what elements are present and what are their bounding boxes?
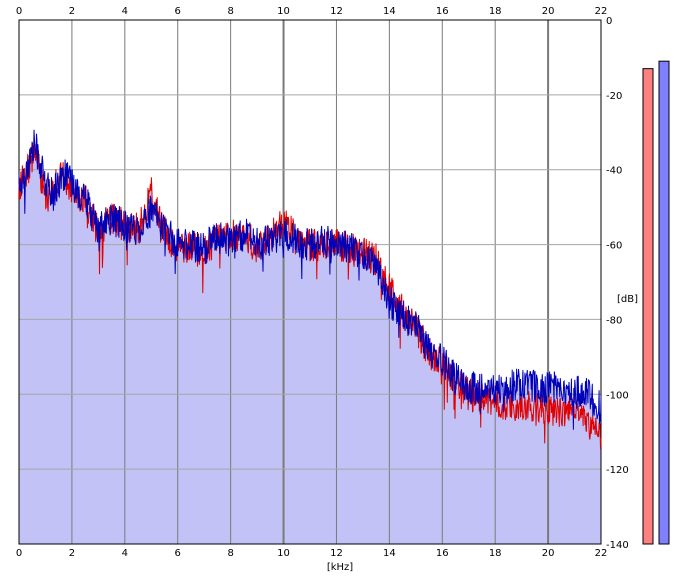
- x-tick-label-bottom: 4: [122, 548, 128, 559]
- level-meter-red: [642, 68, 654, 545]
- x-tick-label-bottom: 2: [69, 548, 75, 559]
- y-tick-label: -40: [606, 166, 622, 177]
- series-line-blue: [18, 129, 602, 430]
- x-tick-label-bottom: 18: [489, 548, 502, 559]
- x-tick-label-top: 0: [16, 6, 22, 17]
- level-meter-blue: [658, 60, 670, 545]
- level-meters: [642, 60, 670, 545]
- x-tick-label-bottom: 14: [383, 548, 396, 559]
- y-tick-label: -60: [606, 241, 622, 252]
- x-tick-label-bottom: 16: [436, 548, 449, 559]
- y-tick-label: 0: [606, 16, 612, 27]
- y-tick-label: -20: [606, 91, 622, 102]
- grid-layer: [18, 19, 602, 545]
- x-tick-label-bottom: 12: [330, 548, 343, 559]
- x-tick-labels-top: 0 2 4 6 8 10 12 14 16 18 20 22: [16, 6, 608, 17]
- y-tick-label: -120: [606, 465, 629, 476]
- y-axis-label: [dB]: [617, 294, 638, 305]
- x-axis-label: [kHz]: [327, 562, 353, 573]
- y-tick-label: -100: [606, 390, 629, 401]
- x-tick-label-top: 4: [122, 6, 128, 17]
- series-layer: [18, 129, 602, 450]
- y-tick-label: -140: [606, 540, 629, 551]
- x-tick-label-top: 10: [277, 6, 290, 17]
- x-tick-label-top: 6: [175, 6, 181, 17]
- x-tick-label-bottom: 10: [277, 548, 290, 559]
- x-tick-label-bottom: 6: [175, 548, 181, 559]
- x-tick-label-bottom: 22: [595, 548, 608, 559]
- x-tick-labels-bottom: 0 2 4 6 8 10 12 14 16 18 20 22: [16, 548, 608, 559]
- x-tick-label-top: 8: [227, 6, 233, 17]
- x-tick-label-bottom: 20: [542, 548, 555, 559]
- y-tick-label: -80: [606, 315, 622, 326]
- x-tick-label-bottom: 8: [227, 548, 233, 559]
- y-tick-labels: 0 -20 -40 -60 -80 -100 -120 -140: [606, 16, 629, 551]
- plot-border: [18, 19, 602, 545]
- x-tick-label-bottom: 0: [16, 548, 22, 559]
- x-tick-label-top: 20: [542, 6, 555, 17]
- x-tick-label-top: 16: [436, 6, 449, 17]
- x-tick-label-top: 12: [330, 6, 343, 17]
- x-tick-label-top: 2: [69, 6, 75, 17]
- x-tick-label-top: 14: [383, 6, 396, 17]
- x-tick-label-top: 18: [489, 6, 502, 17]
- x-tick-label-top: 22: [595, 6, 608, 17]
